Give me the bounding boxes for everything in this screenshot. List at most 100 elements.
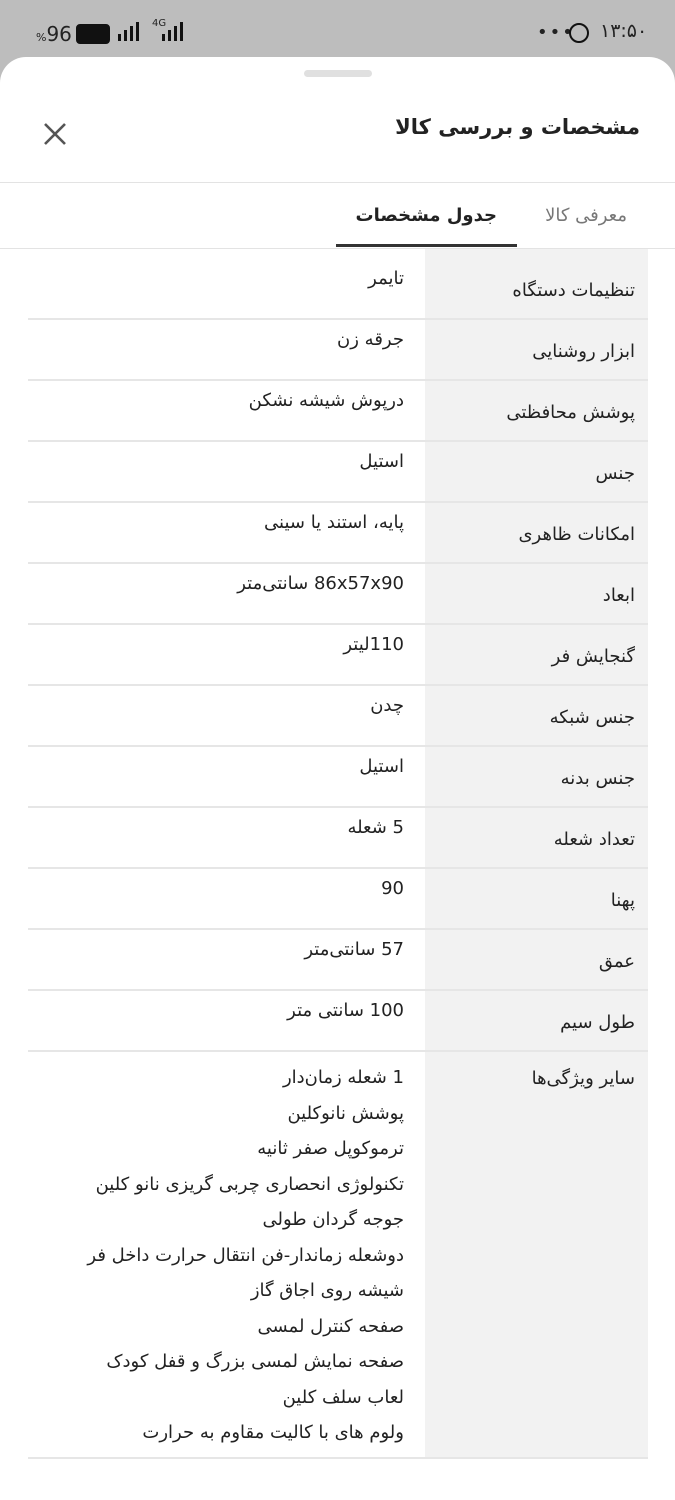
label-cell: جنس بدنه bbox=[425, 747, 648, 806]
more-dots: ••• bbox=[537, 22, 575, 43]
divider bbox=[0, 182, 675, 183]
spec-label: پهنا bbox=[610, 890, 635, 911]
label-cell bbox=[425, 249, 648, 259]
status-bar: %96 4G ••• ۱۳:۵۰ bbox=[0, 0, 675, 56]
label-cell: امکانات ظاهری bbox=[425, 503, 648, 562]
spec-label: تعداد شعله bbox=[553, 829, 635, 850]
drag-handle[interactable] bbox=[304, 70, 372, 77]
spec-value: پایه، استند یا سینی bbox=[264, 512, 404, 533]
spec-label: سایر ویژگی‌ها bbox=[531, 1068, 635, 1089]
spec-row: جنس شبکه چدن bbox=[28, 686, 648, 747]
bottom-sheet: مشخصات و بررسی کالا معرفی کالا جدول مشخصا… bbox=[0, 57, 675, 1500]
spec-label: جنس شبکه bbox=[549, 707, 635, 728]
label-cell: تنظیمات دستگاه bbox=[425, 259, 648, 318]
spec-value: 90 bbox=[381, 878, 404, 899]
signal-icons bbox=[118, 22, 183, 41]
spec-value: لعاب سلف کلین bbox=[282, 1386, 404, 1408]
network-type: 4G bbox=[152, 18, 167, 29]
spec-row: سایر ویژگی‌ها 1 شعله زمان‌دار پوشش نانوکلی… bbox=[28, 1052, 648, 1459]
value-cell: چدن bbox=[49, 686, 425, 745]
spec-row: تنظیمات دستگاه تایمر bbox=[28, 259, 648, 320]
value-cell: 86x57x90 سانتی‌متر bbox=[49, 564, 425, 623]
battery-icon bbox=[76, 24, 110, 44]
spec-value: جوجه گردان طولی bbox=[262, 1209, 405, 1230]
label-cell: جنس شبکه bbox=[425, 686, 648, 745]
spec-row: پهنا 90 bbox=[28, 869, 648, 930]
spec-value: 5 شعله bbox=[347, 817, 404, 838]
spec-label: پوشش محافظتی bbox=[506, 402, 635, 423]
spec-value: درپوش شیشه نشکن bbox=[248, 390, 404, 411]
spec-value: استیل bbox=[359, 756, 404, 777]
label-cell: گنجایش فر bbox=[425, 625, 648, 684]
spec-value: 86x57x90 سانتی‌متر bbox=[237, 573, 404, 594]
divider bbox=[0, 248, 675, 249]
value-cell: پایه، استند یا سینی bbox=[49, 503, 425, 562]
label-cell: سایر ویژگی‌ها bbox=[425, 1052, 648, 1457]
spec-value: پوشش نانوکلین bbox=[287, 1102, 404, 1124]
label-cell: پوشش محافظتی bbox=[425, 381, 648, 440]
spec-value: 57 سانتی‌متر bbox=[304, 939, 404, 960]
spec-row: امکانات ظاهری پایه، استند یا سینی bbox=[28, 503, 648, 564]
spec-row: طول سیم 100 سانتی متر bbox=[28, 991, 648, 1052]
spec-value: دوشعله زماندار-فن انتقال حرارت داخل فر bbox=[87, 1244, 404, 1266]
value-cell: استیل bbox=[49, 442, 425, 501]
value-cell: 90 bbox=[49, 869, 425, 928]
spec-value: شیشه روی اجاق گاز bbox=[250, 1280, 404, 1301]
row-top-cut bbox=[28, 249, 648, 259]
spec-label: طول سیم bbox=[560, 1012, 635, 1033]
spec-label: امکانات ظاهری bbox=[518, 524, 635, 545]
value-cell: 110لیتر bbox=[49, 625, 425, 684]
whatsapp-icon bbox=[569, 23, 589, 43]
spec-label: عمق bbox=[598, 951, 635, 972]
close-button[interactable] bbox=[42, 121, 68, 147]
spec-value: چدن bbox=[370, 695, 404, 716]
spec-row: جنس بدنه استیل bbox=[28, 747, 648, 808]
label-cell: ابزار روشنایی bbox=[425, 320, 648, 379]
value-cell: 5 شعله bbox=[49, 808, 425, 867]
label-cell: تعداد شعله bbox=[425, 808, 648, 867]
spec-label: جنس بدنه bbox=[560, 768, 635, 789]
battery-unit: % bbox=[36, 31, 47, 44]
spec-value: ولوم های با کالیت مقاوم به حرارت bbox=[142, 1422, 404, 1443]
spec-value: تکنولوژی انحصاری چربی گریزی نانو کلین bbox=[95, 1173, 404, 1195]
spec-label: گنجایش فر bbox=[551, 646, 635, 667]
spec-row: ابزار روشنایی جرقه زن bbox=[28, 320, 648, 381]
battery-level: 96 bbox=[46, 22, 72, 46]
spec-label: جنس bbox=[595, 463, 635, 484]
label-cell: طول سیم bbox=[425, 991, 648, 1050]
value-cell: 1 شعله زمان‌دار پوشش نانوکلین ترموکوپل صفر… bbox=[59, 1052, 425, 1457]
spec-value: صفحه نمایش لمسی بزرگ و قفل کودک bbox=[106, 1351, 404, 1372]
tab[interactable]: معرفی کالا bbox=[545, 205, 627, 226]
spec-row: ابعاد 86x57x90 سانتی‌متر bbox=[28, 564, 648, 625]
spec-label: تنظیمات دستگاه bbox=[512, 280, 635, 301]
spec-value: تایمر bbox=[368, 268, 404, 289]
spec-value: 1 شعله زمان‌دار bbox=[282, 1067, 404, 1088]
spec-value: صفحه کنترل لمسی bbox=[257, 1315, 405, 1337]
label-cell: پهنا bbox=[425, 869, 648, 928]
spec-row: جنس استیل bbox=[28, 442, 648, 503]
value-cell: درپوش شیشه نشکن bbox=[49, 381, 425, 440]
label-cell: ابعاد bbox=[425, 564, 648, 623]
spec-row: عمق 57 سانتی‌متر bbox=[28, 930, 648, 991]
tab[interactable]: جدول مشخصات bbox=[355, 205, 497, 226]
spec-table: تنظیمات دستگاه تایمر ابزار روشنایی جرقه زن پ… bbox=[28, 249, 648, 1459]
spec-value: 100 سانتی متر bbox=[287, 1000, 404, 1021]
spec-row: تعداد شعله 5 شعله bbox=[28, 808, 648, 869]
spec-value: ترموکوپل صفر ثانیه bbox=[257, 1138, 404, 1159]
spec-label: ابزار روشنایی bbox=[532, 341, 635, 362]
label-cell: جنس bbox=[425, 442, 648, 501]
value-cell: جرقه زن bbox=[49, 320, 425, 379]
value-cell: استیل bbox=[49, 747, 425, 806]
spec-value: استیل bbox=[359, 451, 404, 472]
spec-value: جرقه زن bbox=[337, 329, 404, 350]
sheet-title: مشخصات و بررسی کالا bbox=[395, 115, 640, 139]
label-cell: عمق bbox=[425, 930, 648, 989]
value-cell: 100 سانتی متر bbox=[49, 991, 425, 1050]
spec-label: ابعاد bbox=[602, 585, 635, 606]
spec-row: گنجایش فر 110لیتر bbox=[28, 625, 648, 686]
value-cell: 57 سانتی‌متر bbox=[49, 930, 425, 989]
battery-text: %96 bbox=[36, 22, 72, 46]
spec-row: پوشش محافظتی درپوش شیشه نشکن bbox=[28, 381, 648, 442]
clock: ۱۳:۵۰ bbox=[600, 20, 648, 42]
